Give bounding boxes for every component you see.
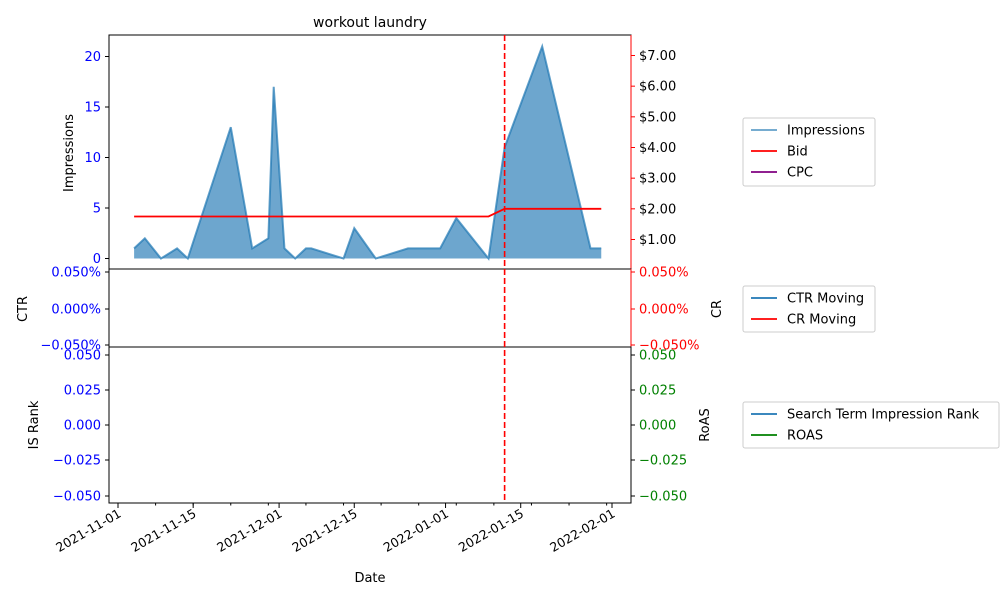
bid-tick-label: $3.00 — [639, 172, 676, 187]
date-tick-label: 2021-12-15 — [289, 506, 359, 555]
impressions-tick-label: 0 — [93, 252, 101, 267]
legend-box — [742, 117, 876, 187]
ctr-y-ticks: 0.050% 0.000% −0.050% — [41, 266, 109, 354]
roas-axis-label: RoAS — [698, 408, 713, 442]
panel-impressions: workout laundry 0 5 10 15 20 $1.00 $2.00 $3.00… — [62, 15, 676, 270]
rank-tick-label: 0.000 — [64, 419, 101, 434]
bid-tick-label: $5.00 — [639, 110, 676, 125]
legend-label: ROAS — [787, 429, 823, 444]
legend-label: CTR Moving — [787, 292, 864, 307]
rank-tick-label: 0.025 — [64, 384, 101, 399]
panel-ctr-cr: 0.050%0.000%−0.050% 0.050%0.000%−0.050% … — [16, 266, 725, 354]
rank-tick-label: 0.050 — [64, 349, 101, 364]
impressions-axis-label: Impressions — [62, 114, 77, 192]
cr-tick-label: 0.050% — [639, 266, 689, 281]
bid-tick-label: $4.00 — [639, 141, 676, 156]
legend-label: CPC — [787, 166, 813, 181]
legend-box — [742, 401, 1000, 449]
roas-tick-label: 0.025 — [639, 384, 676, 399]
date-axis-label: Date — [354, 571, 385, 586]
date-tick-label: 2021-11-01 — [53, 506, 123, 555]
chart-title: workout laundry — [313, 15, 427, 31]
cr-tick-label: 0.000% — [639, 303, 689, 318]
impressions-tick-label: 10 — [84, 151, 101, 166]
date-tick-label: 2022-01-15 — [456, 506, 526, 555]
impressions-y-ticks: 0 5 10 15 20 — [84, 50, 109, 267]
impressions-area-layer — [133, 42, 602, 261]
ctr-axis-label: CTR — [16, 296, 31, 322]
roas-y2-ticks: 0.050 0.025 0.000 −0.025 −0.050 — [631, 349, 687, 505]
rank-tick-label: −0.050 — [53, 490, 101, 505]
impressions-tick-label: 15 — [84, 101, 101, 116]
bid-tick-label: $1.00 — [639, 233, 676, 248]
bid-line — [134, 207, 602, 218]
rank-tick-label: −0.025 — [53, 454, 101, 469]
ctr-tick-label: 0.050% — [51, 266, 101, 281]
panel-rank-frame — [108, 346, 632, 504]
roas-tick-label: −0.025 — [639, 454, 687, 469]
legend-label: Search Term Impression Rank — [787, 408, 980, 423]
bid-tick-label: $7.00 — [639, 49, 676, 64]
legend-label: Impressions — [787, 124, 865, 139]
cr-y2-ticks: 0.050% 0.000% −0.050% — [631, 266, 699, 354]
date-tick-label: 2022-01-01 — [381, 506, 451, 555]
bid-line-layer — [134, 207, 602, 218]
panel-ctr-frame — [108, 268, 632, 348]
roas-tick-label: 0.000 — [639, 419, 676, 434]
bid-tick-label: $2.00 — [639, 202, 676, 217]
impressions-line — [133, 42, 602, 261]
date-tick-label: 2022-02-01 — [547, 506, 617, 555]
roas-tick-label: 0.050 — [639, 349, 676, 364]
date-tick-label: 2021-12-01 — [214, 506, 284, 555]
roas-tick-label: −0.050 — [639, 490, 687, 505]
cr-axis-label: CR — [710, 300, 725, 318]
impressions-tick-label: 20 — [84, 50, 101, 65]
rank-y-ticks: 0.050 0.025 0.000 −0.025 −0.050 — [53, 349, 109, 505]
ctr-tick-label: 0.000% — [51, 303, 101, 318]
bid-y2-ticks: $1.00 $2.00 $3.00 $4.00 $5.00 $6.00 $7.00 — [631, 49, 676, 248]
date-x-ticks: 2021-11-01 2021-11-15 2021-12-01 2021-12-15… — [53, 503, 618, 555]
impressions-area — [134, 46, 602, 259]
cr-tick-label: −0.050% — [639, 339, 699, 354]
date-tick-label: 2021-11-15 — [128, 506, 198, 555]
bid-tick-label: $6.00 — [639, 80, 676, 95]
legend-label: Bid — [787, 145, 808, 160]
legends: Impressions Bid CPC CTR Moving CR Moving Sear… — [742, 117, 1000, 449]
impressions-tick-label: 5 — [93, 202, 101, 217]
legend-label: CR Moving — [787, 313, 856, 328]
is-rank-axis-label: IS Rank — [27, 400, 42, 449]
ctr-tick-label: −0.050% — [41, 339, 101, 354]
